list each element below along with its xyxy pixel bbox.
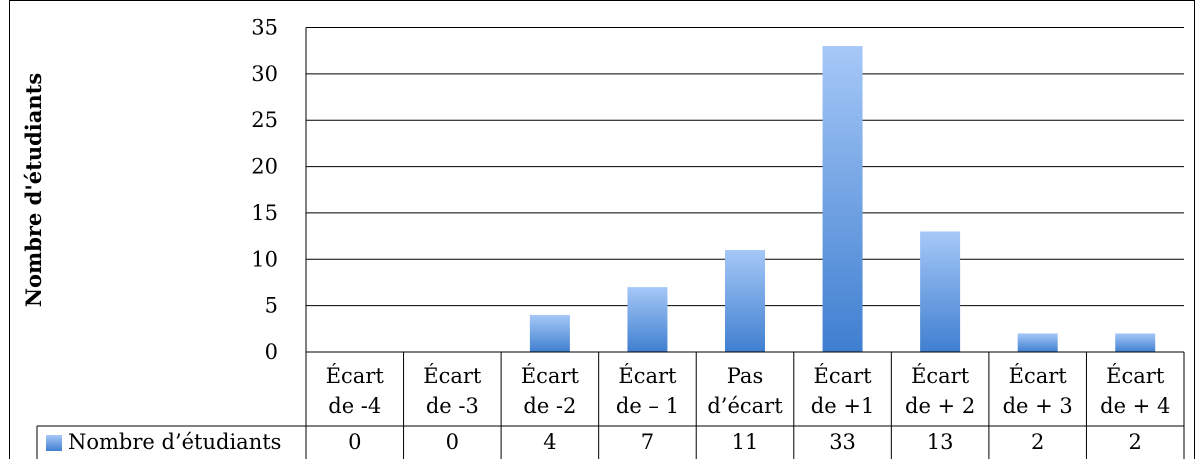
x-tick-label: Écart xyxy=(1009,364,1068,388)
bar xyxy=(822,46,863,353)
y-tick-label: 15 xyxy=(251,201,278,225)
data-label: 33 xyxy=(829,430,856,454)
bar xyxy=(627,287,668,352)
y-tick-label: 5 xyxy=(265,294,278,318)
x-tick-label: de -2 xyxy=(523,394,576,418)
y-tick-label: 30 xyxy=(251,62,278,86)
data-label: 13 xyxy=(927,430,954,454)
y-tick-label: 10 xyxy=(251,247,278,271)
data-label: 7 xyxy=(641,430,654,454)
data-label: 2 xyxy=(1129,430,1142,454)
bar xyxy=(529,314,570,352)
bar xyxy=(725,250,765,352)
x-tick-label: de + 3 xyxy=(1003,394,1073,418)
data-label: 2 xyxy=(1031,430,1044,454)
x-tick-label: de + 2 xyxy=(905,394,975,418)
x-tick-label: Écart xyxy=(423,364,482,388)
y-tick-label: 20 xyxy=(251,155,278,179)
y-tick-label: 0 xyxy=(265,340,278,364)
x-tick-label: d’écart xyxy=(707,394,783,418)
data-label: 0 xyxy=(446,430,459,454)
x-tick-label: de – 1 xyxy=(616,394,679,418)
data-label: 0 xyxy=(348,430,361,454)
x-tick-label: Écart xyxy=(326,364,385,388)
x-tick-label: de + 4 xyxy=(1100,394,1170,418)
x-tick-label: de -4 xyxy=(328,394,381,418)
y-tick-label: 35 xyxy=(251,16,278,40)
x-tick-label: de -3 xyxy=(426,394,479,418)
bar xyxy=(920,231,961,352)
x-tick-label: Écart xyxy=(814,364,873,388)
x-tick-label: Écart xyxy=(618,364,677,388)
bar xyxy=(1017,333,1058,352)
x-tick-label: de +1 xyxy=(811,394,875,418)
x-tick-label: Écart xyxy=(521,364,580,388)
y-tick-label: 25 xyxy=(251,108,278,132)
legend-label: Nombre d’étudiants xyxy=(68,430,281,454)
data-label: 4 xyxy=(543,430,556,454)
x-tick-label: Pas xyxy=(727,364,763,388)
x-tick-label: Écart xyxy=(911,364,970,388)
legend-swatch xyxy=(46,435,62,451)
bar xyxy=(1115,333,1156,352)
x-tick-label: Écart xyxy=(1106,364,1165,388)
data-label: 11 xyxy=(732,430,759,454)
chart-border xyxy=(9,0,1195,464)
y-axis-label: Nombre d'étudiants xyxy=(21,73,46,307)
